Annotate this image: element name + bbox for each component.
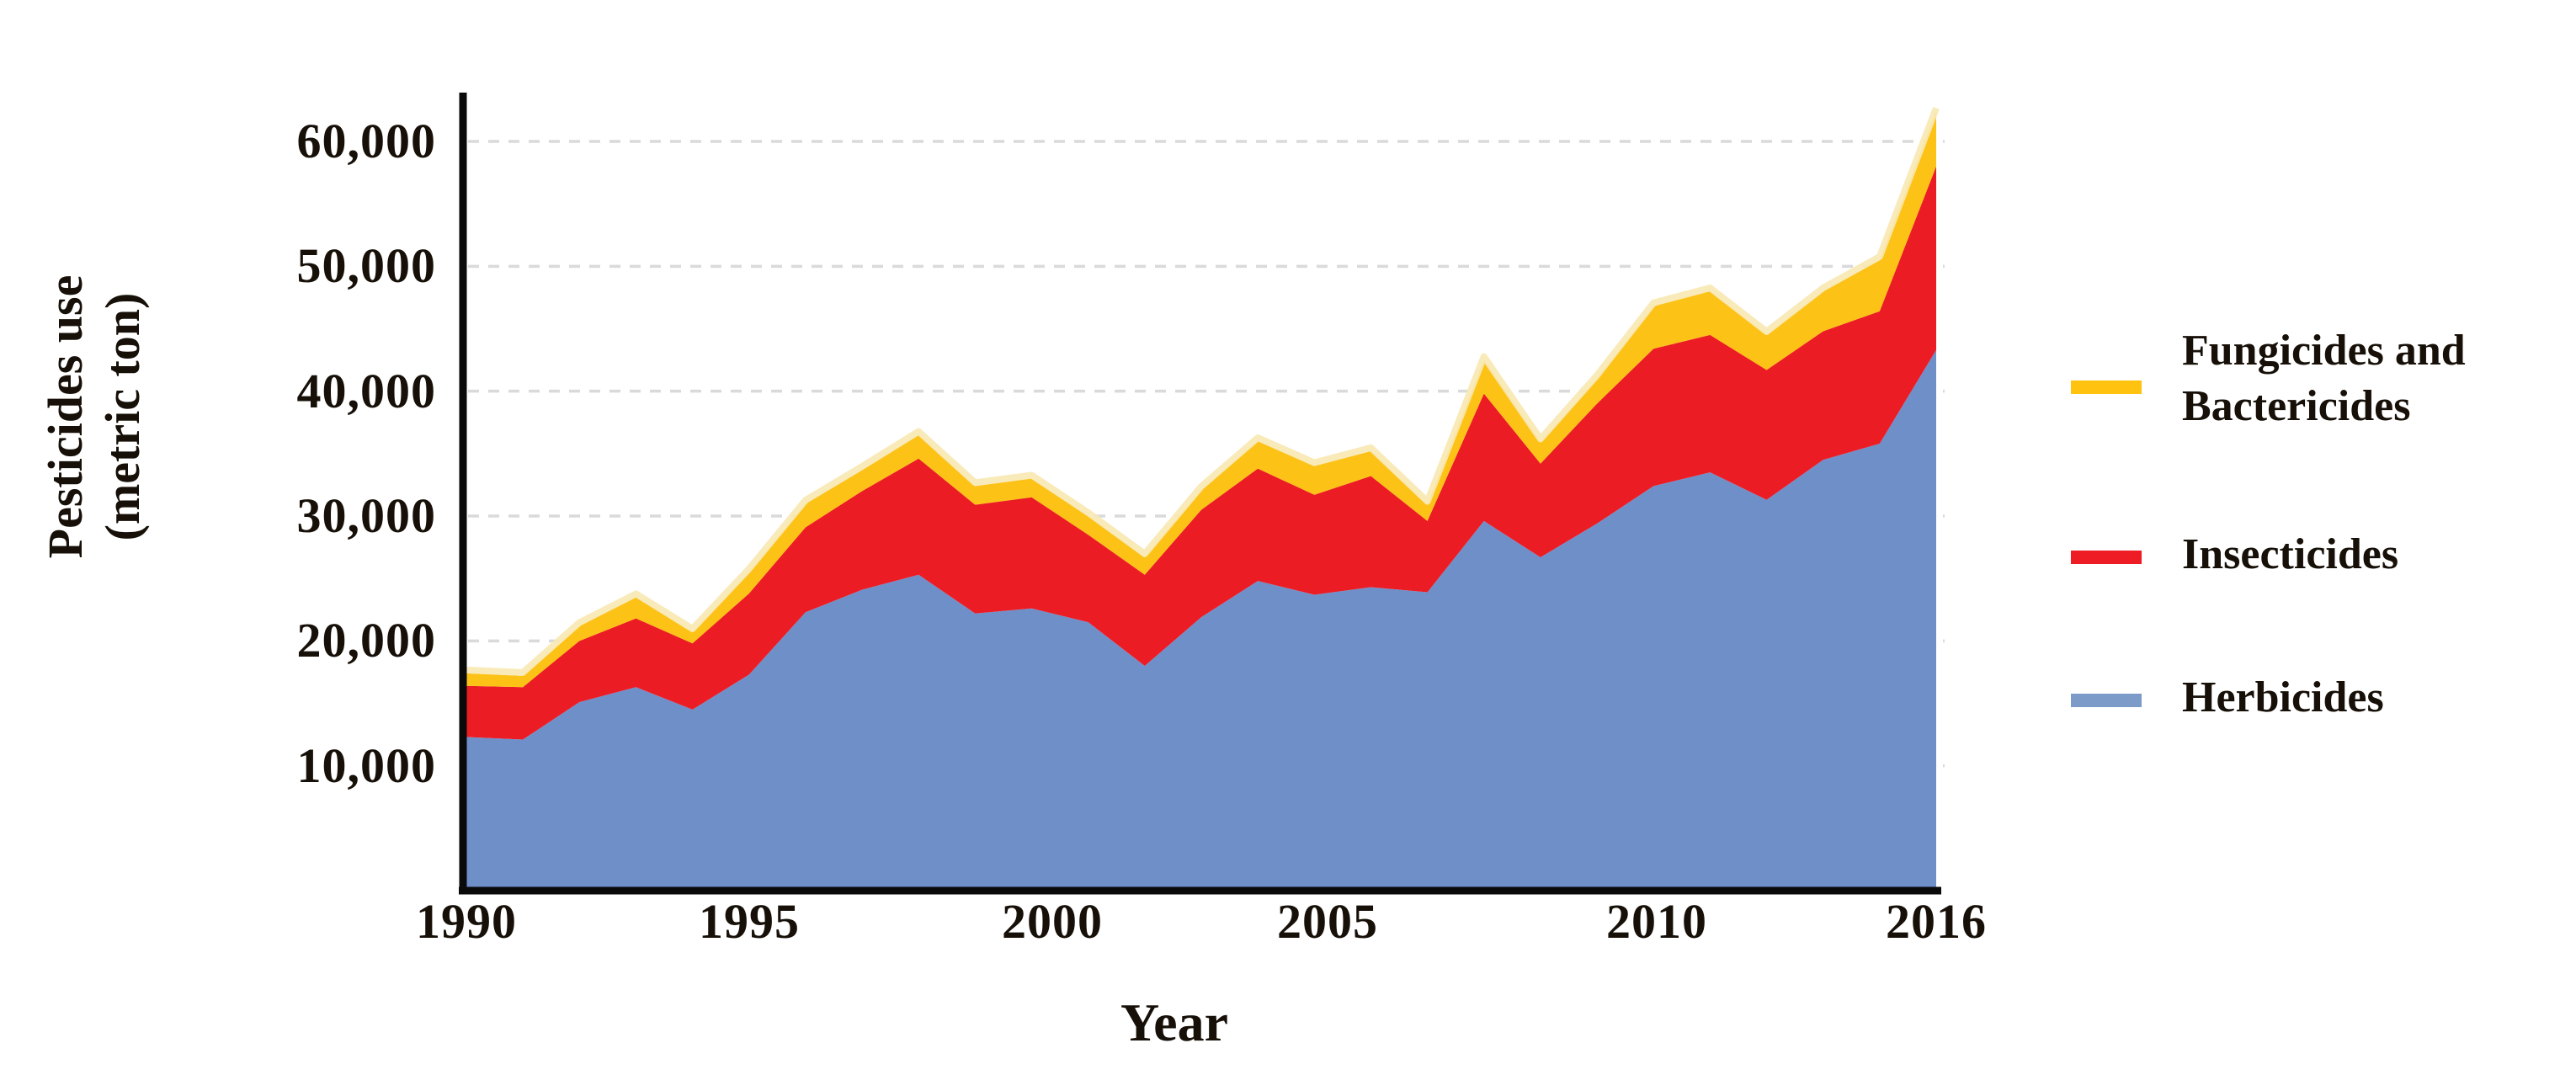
x-tick-label: 2010	[1606, 894, 1707, 949]
area-herbicides	[466, 349, 1936, 891]
y-axis-title-line1: Pesticides use	[38, 274, 93, 559]
legend-swatch-herbicides	[2071, 694, 2142, 707]
legend-label-herbicides: Herbicides	[2182, 673, 2384, 721]
legend-swatch-fungicides	[2071, 381, 2142, 394]
y-tick-label: 50,000	[296, 238, 436, 293]
x-tick-label: 1990	[416, 894, 517, 949]
x-tick-label: 2000	[1002, 894, 1103, 949]
legend-label-insecticides: Insecticides	[2182, 530, 2399, 578]
y-tick-label: 40,000	[296, 364, 436, 418]
y-tick-label: 10,000	[296, 738, 436, 793]
y-tick-label: 60,000	[296, 114, 436, 168]
fungicides-top-halo	[466, 106, 1940, 676]
legend-swatch-insecticides	[2071, 551, 2142, 564]
x-axis-title: Year	[1120, 993, 1228, 1052]
y-axis-title-line2: (metric ton)	[95, 292, 150, 541]
y-axis-title: Pesticides use (metric ton)	[37, 275, 152, 559]
x-tick-label: 2005	[1277, 894, 1378, 949]
area-insecticides	[466, 166, 1936, 740]
y-tick-label: 20,000	[296, 613, 436, 668]
legend-label-fungicides: Fungicides and Bactericides	[2182, 327, 2466, 430]
x-tick-label: 2016	[1886, 894, 1987, 949]
y-tick-label: 30,000	[296, 488, 436, 543]
x-tick-label: 1995	[699, 894, 800, 949]
